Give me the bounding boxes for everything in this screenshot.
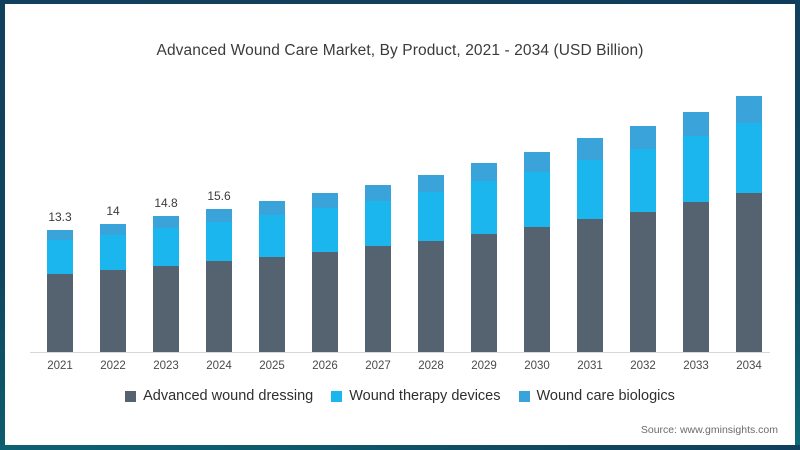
bar-segment-wound-care-biologics-2023[interactable] [153,216,179,229]
bar-segment-advanced-wound-dressing-2022[interactable] [100,270,126,352]
x-tick-label-2021: 2021 [47,360,73,372]
x-tick-label-2026: 2026 [312,360,338,372]
bar-segment-advanced-wound-dressing-2032[interactable] [630,211,656,352]
bar-segment-wound-therapy-devices-2031[interactable] [577,160,603,219]
legend-swatch-advanced-wound-dressing [125,390,137,402]
x-tick-label-2031: 2031 [577,360,603,372]
legend-label-0: Advanced wound dressing [143,388,314,404]
bar-stack-2032[interactable] [630,126,656,352]
bar-segment-wound-care-biologics-2028[interactable] [418,174,444,193]
bar-segment-wound-therapy-devices-2021[interactable] [47,240,73,274]
bar-segment-wound-care-biologics-2027[interactable] [365,184,391,201]
legend-label-1: Wound therapy devices [349,388,501,404]
bar-segment-wound-care-biologics-2033[interactable] [683,111,709,137]
x-tick-label-2027: 2027 [365,360,391,372]
bar-segment-wound-therapy-devices-2024[interactable] [206,221,232,262]
border-left [0,0,5,450]
bar-segment-advanced-wound-dressing-2023[interactable] [153,265,179,352]
bar-value-label-2024: 15.6 [207,188,231,203]
bar-segment-advanced-wound-dressing-2025[interactable] [259,256,285,352]
legend-item-2[interactable]: Wound care biologics [518,388,675,404]
source-attribution: Source: www.gminsights.com [640,424,778,436]
bar-segment-advanced-wound-dressing-2034[interactable] [736,193,762,352]
bar-segment-wound-therapy-devices-2034[interactable] [736,122,762,194]
bar-segment-advanced-wound-dressing-2024[interactable] [206,261,232,352]
bar-stack-2026[interactable] [312,193,338,352]
bar-stack-2033[interactable] [683,111,709,352]
bar-stack-2025[interactable] [259,201,285,352]
bar-stack-2024[interactable] [206,208,232,352]
x-tick-label-2030: 2030 [524,360,550,372]
legend-swatch-wound-care-biologics [518,390,530,402]
x-tick-label-2029: 2029 [471,360,497,372]
bar-stack-2027[interactable] [365,184,391,352]
x-tick-label-2032: 2032 [630,360,656,372]
bar-segment-wound-therapy-devices-2025[interactable] [259,215,285,257]
bar-segment-wound-care-biologics-2034[interactable] [736,95,762,123]
bar-segment-wound-therapy-devices-2033[interactable] [683,136,709,203]
bar-segment-advanced-wound-dressing-2028[interactable] [418,240,444,352]
bar-stack-2030[interactable] [524,151,550,352]
bar-segment-advanced-wound-dressing-2027[interactable] [365,246,391,352]
border-bottom [0,445,800,450]
x-tick-label-2024: 2024 [206,360,232,372]
x-tick-label-2022: 2022 [100,360,126,372]
bar-segment-wound-therapy-devices-2029[interactable] [471,181,497,234]
bar-segment-wound-care-biologics-2021[interactable] [47,229,73,241]
bar-stack-2031[interactable] [577,138,603,352]
bar-value-label-2023: 14.8 [154,196,178,211]
bar-segment-wound-care-biologics-2031[interactable] [577,138,603,161]
bar-value-label-2021: 13.3 [48,209,72,224]
bar-segment-advanced-wound-dressing-2031[interactable] [577,218,603,352]
bar-segment-wound-care-biologics-2032[interactable] [630,126,656,150]
bar-stack-2029[interactable] [471,162,497,352]
bar-segment-wound-therapy-devices-2023[interactable] [153,228,179,266]
bar-segment-advanced-wound-dressing-2021[interactable] [47,273,73,352]
chart-title: Advanced Wound Care Market, By Product, … [156,42,644,59]
bar-segment-wound-therapy-devices-2026[interactable] [312,207,338,252]
bar-segment-wound-therapy-devices-2032[interactable] [630,149,656,212]
bar-stack-2021[interactable] [47,229,73,352]
bar-segment-wound-therapy-devices-2030[interactable] [524,172,550,228]
legend-label-2: Wound care biologics [536,388,675,404]
border-right [795,0,800,450]
legend-swatch-wound-therapy-devices [331,390,343,402]
bar-segment-wound-care-biologics-2029[interactable] [471,162,497,182]
bar-segment-wound-care-biologics-2022[interactable] [100,223,126,235]
bar-stack-2022[interactable] [100,223,126,352]
x-tick-label-2025: 2025 [259,360,285,372]
bar-segment-wound-therapy-devices-2027[interactable] [365,200,391,247]
bar-segment-wound-care-biologics-2025[interactable] [259,201,285,216]
bar-value-label-2022: 14 [106,203,120,218]
legend-item-0[interactable]: Advanced wound dressing [125,388,313,404]
x-axis-line [30,352,770,353]
bar-segment-wound-care-biologics-2030[interactable] [524,151,550,173]
bar-stack-2034[interactable] [736,95,762,352]
bar-stack-2023[interactable] [153,216,179,352]
border-top [0,0,800,4]
bar-segment-advanced-wound-dressing-2030[interactable] [524,227,550,352]
x-tick-label-2034: 2034 [736,360,762,372]
plot-area: 13.3 14 14.8 15.6 [30,95,770,353]
bar-segment-advanced-wound-dressing-2026[interactable] [312,251,338,352]
bar-segment-wound-care-biologics-2026[interactable] [312,193,338,208]
chart-legend: Advanced wound dressing Wound therapy dev… [0,388,800,404]
x-tick-label-2023: 2023 [153,360,179,372]
bar-segment-wound-care-biologics-2024[interactable] [206,208,232,222]
bar-stack-2028[interactable] [418,174,444,352]
bar-segment-wound-therapy-devices-2022[interactable] [100,234,126,271]
legend-item-1[interactable]: Wound therapy devices [331,388,501,404]
x-tick-label-2033: 2033 [683,360,709,372]
bar-segment-advanced-wound-dressing-2033[interactable] [683,202,709,352]
bar-segment-wound-therapy-devices-2028[interactable] [418,192,444,241]
bar-segment-advanced-wound-dressing-2029[interactable] [471,233,497,352]
x-tick-label-2028: 2028 [418,360,444,372]
